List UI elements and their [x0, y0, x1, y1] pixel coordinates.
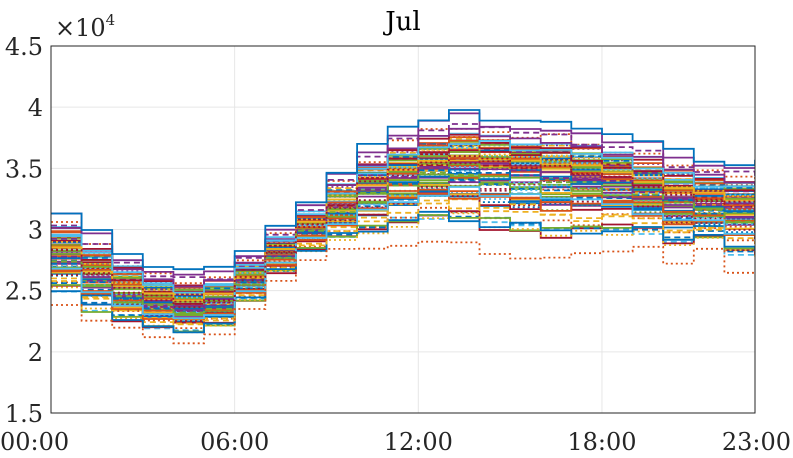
plot-area: [51, 109, 755, 345]
series-line: [51, 155, 755, 303]
series-line: [51, 170, 755, 314]
series-line: [51, 210, 755, 334]
chart-title: Jul: [382, 7, 420, 37]
multiplier-base: ×10: [55, 14, 106, 42]
y-tick-label: 3: [28, 217, 43, 245]
y-tick-label: 2: [28, 339, 43, 367]
series-line: [51, 140, 755, 294]
series-line: [51, 142, 755, 295]
series-line: [51, 214, 755, 333]
y-tick-label: 1.5: [5, 400, 43, 428]
series-line: [51, 240, 755, 345]
x-tick-label: 06:00: [200, 428, 269, 456]
y-tick-labels: 1.5 2 2.5 3 3.5 4 4.5: [5, 33, 43, 428]
x-tick-label: 23:00: [722, 428, 791, 456]
series-line: [51, 166, 755, 313]
x-tick-label: 12:00: [384, 428, 453, 456]
series-line: [51, 171, 755, 314]
y-tick-label: 4: [28, 94, 43, 122]
series-line: [51, 186, 755, 319]
series-line: [51, 109, 755, 271]
series-line: [51, 198, 755, 325]
y-tick-label: 2.5: [5, 278, 43, 306]
multiplier-exponent: 4: [106, 11, 116, 29]
y-tick-label: 3.5: [5, 155, 43, 183]
y-tick-label: 4.5: [5, 33, 43, 61]
series-group: [51, 109, 755, 345]
x-tick-label: 18:00: [567, 428, 636, 456]
x-tick-label: 00:00: [0, 428, 69, 456]
y-axis-multiplier: ×104: [55, 11, 115, 42]
axes-box: [50, 45, 756, 414]
x-tick-labels: 00:00 06:00 12:00 18:00 23:00: [0, 428, 791, 456]
